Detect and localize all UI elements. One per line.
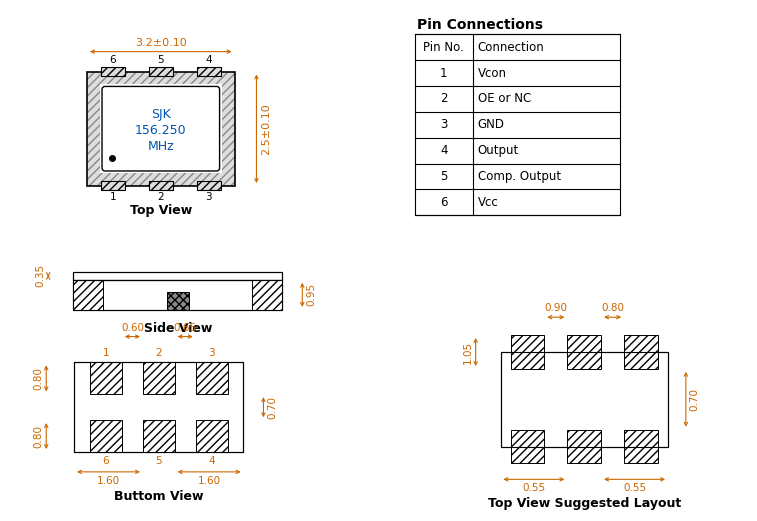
Bar: [74, 363, 244, 452]
Bar: [149, 67, 173, 76]
Bar: [87, 173, 235, 186]
Bar: [90, 363, 122, 394]
Bar: [500, 352, 668, 446]
Text: 1: 1: [440, 67, 447, 80]
Text: 0.65: 0.65: [173, 322, 197, 332]
Text: 6: 6: [103, 456, 109, 466]
Text: OE or NC: OE or NC: [478, 92, 531, 105]
Text: 3: 3: [440, 118, 447, 131]
Bar: [101, 67, 125, 76]
Text: 156.250: 156.250: [135, 124, 187, 137]
Text: 6: 6: [110, 55, 117, 65]
Text: 0.35: 0.35: [36, 264, 45, 288]
Text: 1: 1: [110, 192, 117, 202]
Text: 6: 6: [440, 196, 447, 209]
Bar: [167, 292, 188, 310]
Text: MHz: MHz: [148, 140, 174, 153]
Bar: [624, 335, 658, 369]
Bar: [567, 335, 601, 369]
Text: 2: 2: [440, 92, 447, 105]
Text: 0.90: 0.90: [544, 303, 567, 313]
Text: 1.05: 1.05: [463, 340, 472, 364]
Bar: [197, 67, 220, 76]
Text: Pin No.: Pin No.: [423, 41, 464, 54]
Text: 5: 5: [157, 55, 164, 65]
Text: Top View Suggested Layout: Top View Suggested Layout: [488, 497, 681, 510]
Bar: [143, 420, 175, 452]
Text: 0.80: 0.80: [33, 425, 43, 448]
Text: 4: 4: [440, 144, 447, 157]
Bar: [74, 363, 244, 452]
Text: Vcon: Vcon: [478, 67, 506, 80]
Bar: [87, 71, 235, 186]
Text: Comp. Output: Comp. Output: [478, 170, 561, 183]
Text: 0.60: 0.60: [121, 322, 144, 332]
Text: 4: 4: [205, 55, 212, 65]
Bar: [567, 430, 601, 463]
Text: 0.55: 0.55: [522, 483, 546, 493]
Text: 2: 2: [157, 192, 164, 202]
Text: 1.60: 1.60: [198, 476, 221, 486]
Text: 3: 3: [205, 192, 212, 202]
Bar: [510, 430, 544, 463]
Bar: [624, 430, 658, 463]
Text: 3: 3: [208, 349, 215, 358]
Bar: [222, 84, 235, 173]
Text: 0.70: 0.70: [690, 388, 700, 411]
Bar: [73, 280, 282, 310]
Text: 3.2±0.10: 3.2±0.10: [135, 38, 187, 47]
Bar: [73, 272, 282, 280]
Bar: [195, 420, 228, 452]
Text: Output: Output: [478, 144, 519, 157]
Text: Vcc: Vcc: [478, 196, 498, 209]
Text: 0.70: 0.70: [267, 396, 277, 419]
Text: 0.80: 0.80: [33, 367, 43, 390]
Text: 4: 4: [208, 456, 215, 466]
Text: 5: 5: [440, 170, 447, 183]
Bar: [143, 363, 175, 394]
Text: Buttom View: Buttom View: [114, 490, 204, 503]
Text: 0.55: 0.55: [623, 483, 646, 493]
Text: 2.5±0.10: 2.5±0.10: [261, 103, 272, 155]
Text: 1: 1: [103, 349, 109, 358]
Text: Connection: Connection: [478, 41, 544, 54]
Text: 0.95: 0.95: [307, 283, 316, 306]
Text: 0.80: 0.80: [601, 303, 624, 313]
Text: GND: GND: [478, 118, 505, 131]
Text: 2: 2: [155, 349, 162, 358]
Bar: [197, 181, 220, 190]
Text: Side View: Side View: [144, 321, 212, 334]
Bar: [73, 272, 282, 280]
Text: Pin Connections: Pin Connections: [417, 18, 543, 32]
Bar: [510, 335, 544, 369]
Text: 1.60: 1.60: [97, 476, 120, 486]
Bar: [500, 352, 668, 446]
Text: Top View: Top View: [129, 204, 192, 217]
Bar: [87, 71, 235, 84]
Bar: [73, 280, 103, 310]
Bar: [195, 363, 228, 394]
Text: SJK: SJK: [151, 108, 170, 121]
Text: 5: 5: [155, 456, 162, 466]
Bar: [87, 84, 100, 173]
Bar: [73, 280, 282, 310]
Bar: [90, 420, 122, 452]
Bar: [149, 181, 173, 190]
Bar: [415, 34, 620, 215]
Bar: [101, 181, 125, 190]
Bar: [253, 280, 282, 310]
FancyBboxPatch shape: [102, 86, 220, 171]
